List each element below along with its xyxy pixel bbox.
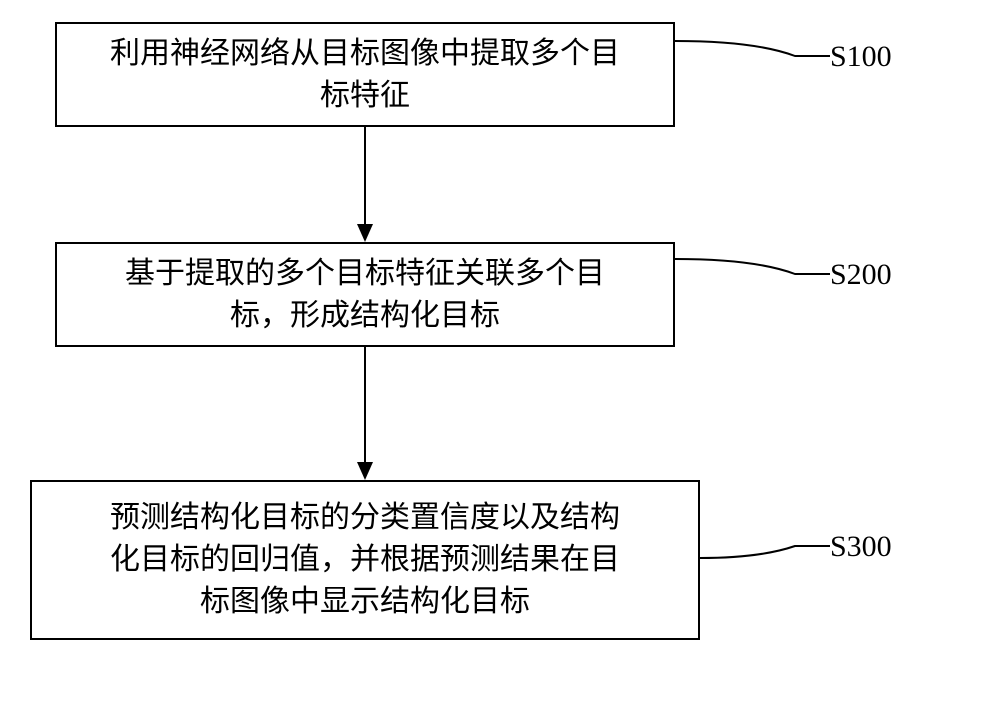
flow-step-s300: 预测结构化目标的分类置信度以及结构化目标的回归值，并根据预测结果在目标图像中显示… — [30, 480, 700, 640]
arrow-s200-s300-head — [357, 462, 373, 480]
flow-label-s100: S100 — [830, 40, 892, 74]
flow-label-s300: S300 — [830, 530, 892, 564]
flow-step-s100-text: 利用神经网络从目标图像中提取多个目标特征 — [110, 33, 620, 117]
connector-s200 — [675, 256, 830, 296]
flow-step-s100: 利用神经网络从目标图像中提取多个目标特征 — [55, 22, 675, 127]
flow-label-s200: S200 — [830, 258, 892, 292]
flow-step-s300-text: 预测结构化目标的分类置信度以及结构化目标的回归值，并根据预测结果在目标图像中显示… — [110, 497, 620, 623]
arrow-s200-s300-line — [364, 347, 366, 462]
connector-s300 — [700, 530, 830, 570]
flow-step-s200-text: 基于提取的多个目标特征关联多个目标，形成结构化目标 — [125, 253, 605, 337]
flow-step-s200: 基于提取的多个目标特征关联多个目标，形成结构化目标 — [55, 242, 675, 347]
arrow-s100-s200-line — [364, 127, 366, 224]
connector-s100 — [675, 38, 830, 78]
arrow-s100-s200-head — [357, 224, 373, 242]
